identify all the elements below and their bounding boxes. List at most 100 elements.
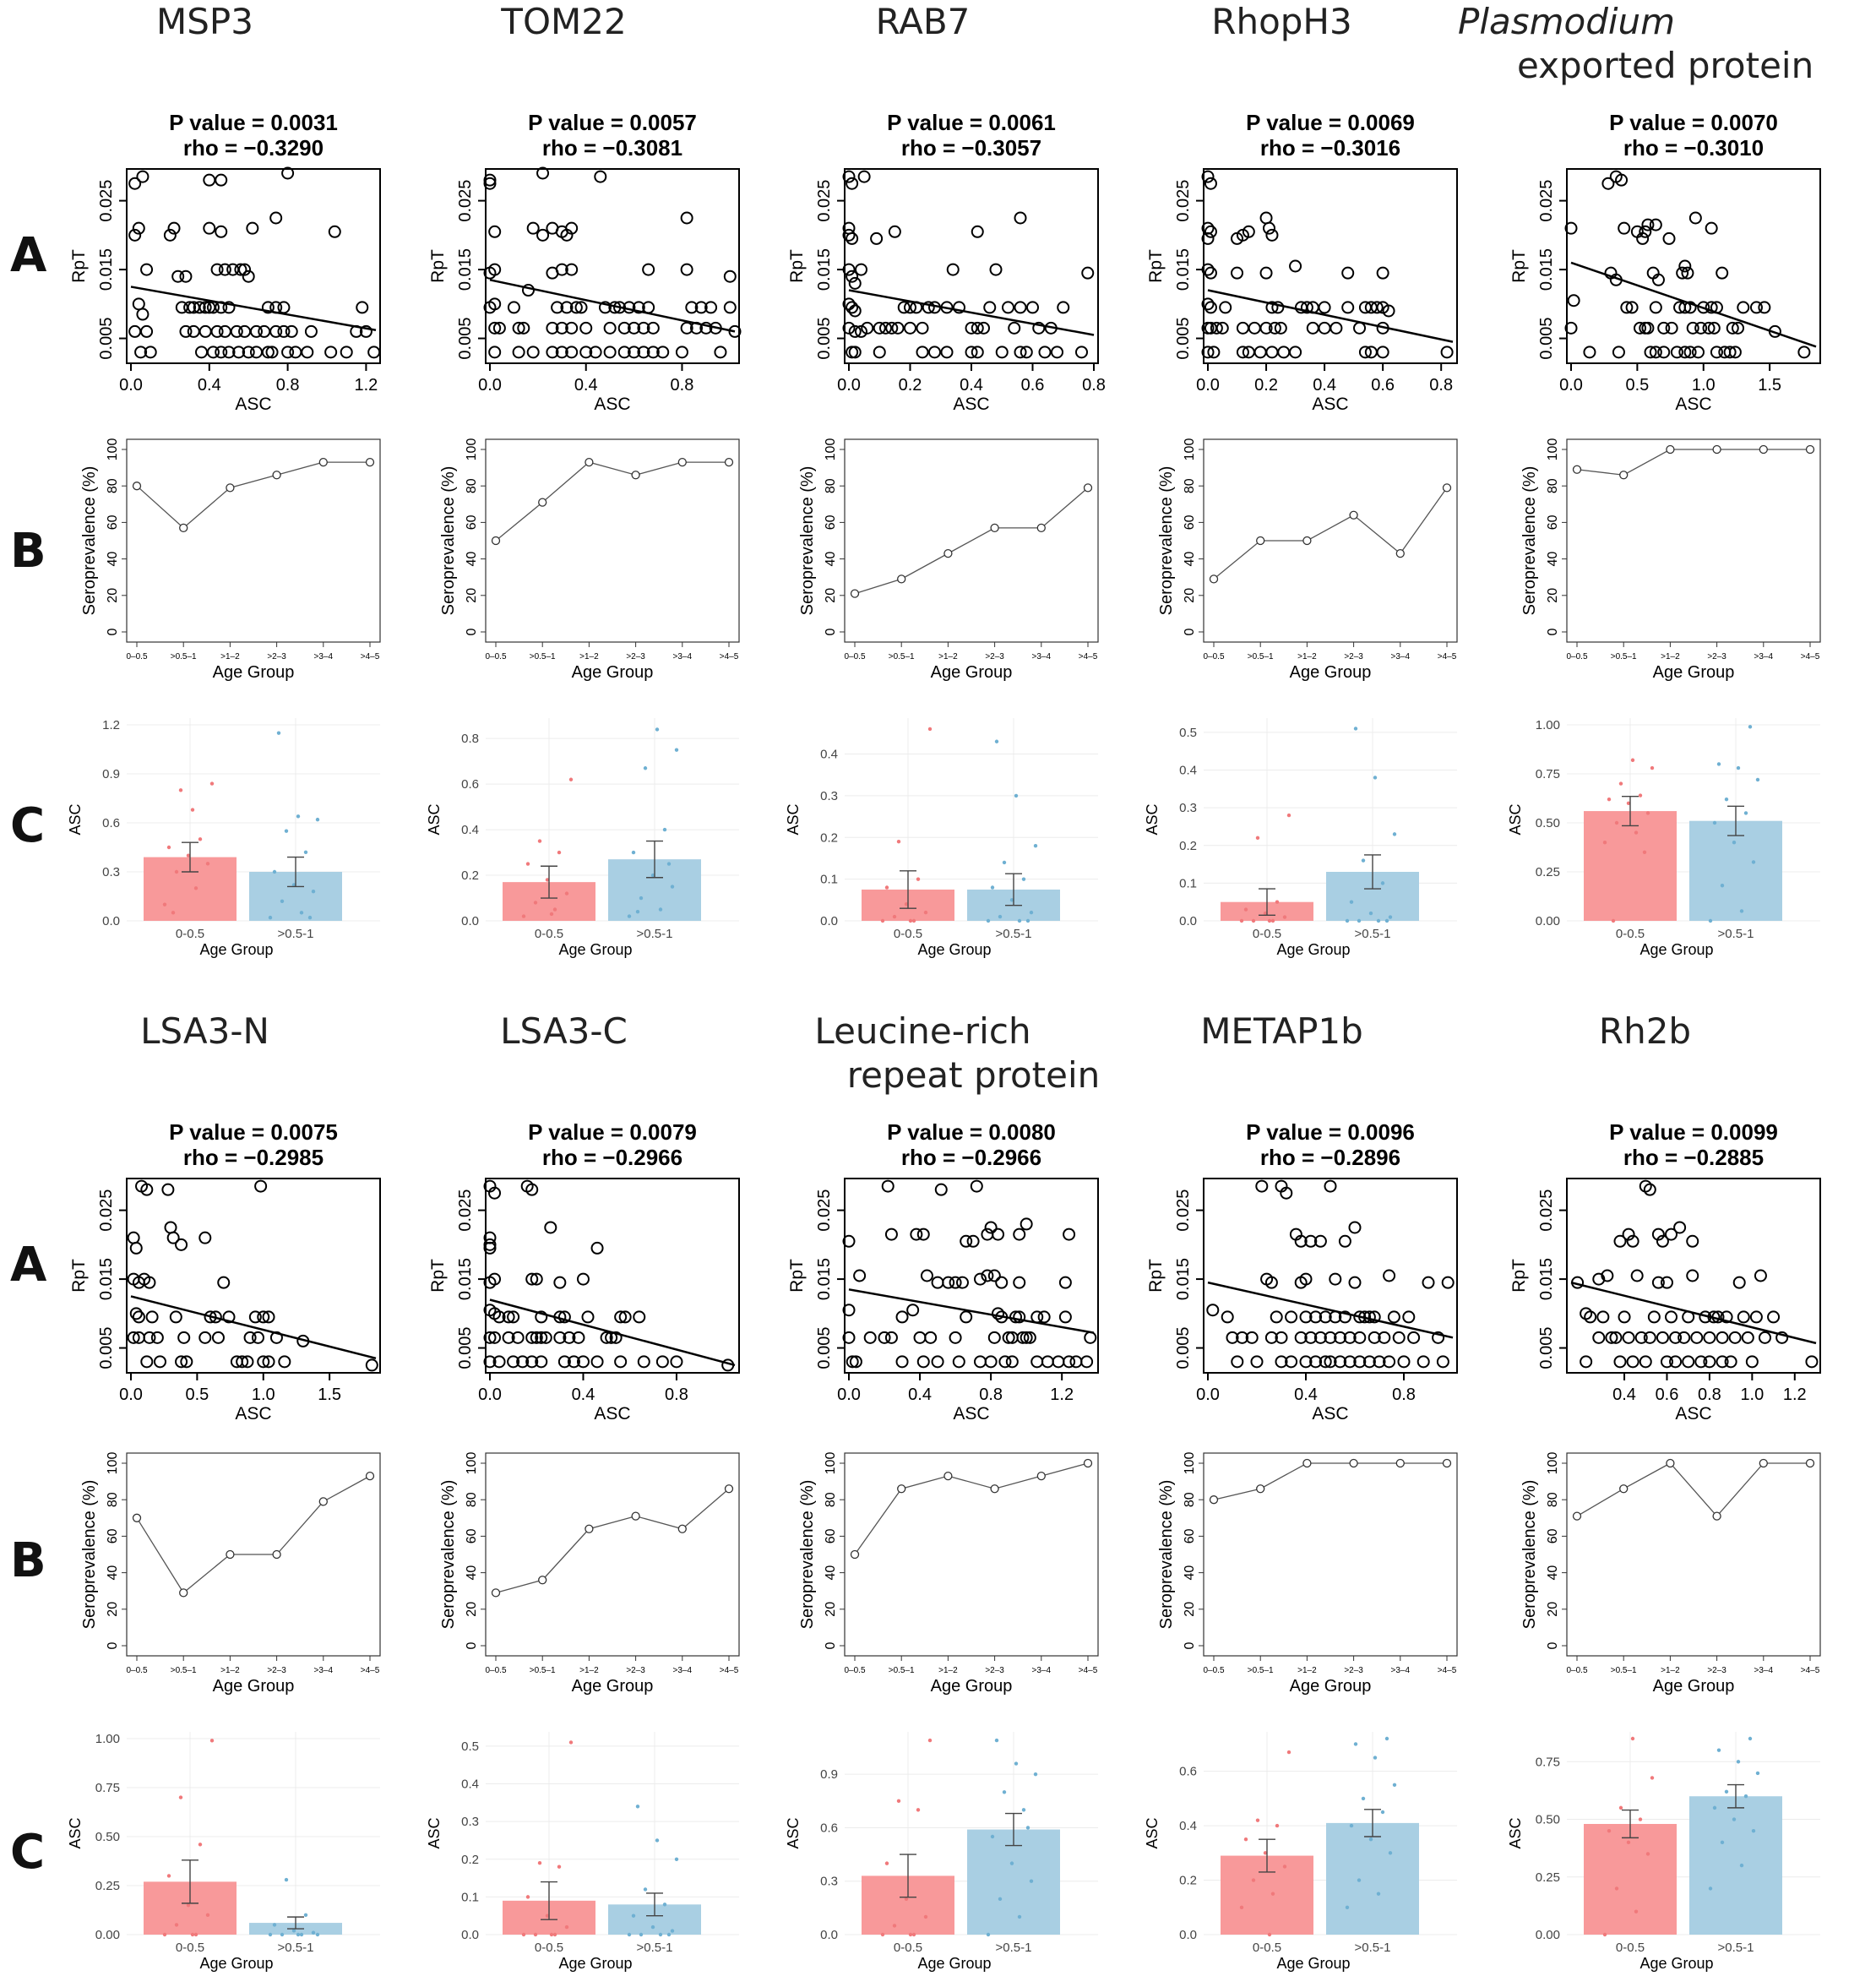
- scatter-point: [1665, 321, 1678, 335]
- p-value-text: P value = 0.0099: [1609, 1119, 1778, 1145]
- error-bar: [1005, 873, 1022, 906]
- jitter-point: [1275, 900, 1280, 904]
- seroprevalence-point: [1256, 1484, 1265, 1494]
- scatter-point: [1329, 1272, 1342, 1286]
- scatter-frame: [485, 168, 740, 364]
- line-frame: [1203, 1452, 1458, 1657]
- x-tick-label: >2–3: [267, 652, 286, 661]
- scatter-point: [1299, 1272, 1313, 1286]
- scatter-point: [924, 1331, 938, 1344]
- y-axis-label: ASC: [1507, 803, 1524, 835]
- p-value-text: P value = 0.0070: [1609, 110, 1778, 135]
- y-tick-label: 80: [1183, 1492, 1197, 1507]
- x-tick-label: >1–2: [1297, 652, 1317, 661]
- regression-line: [130, 1295, 377, 1359]
- scatter-point: [1676, 266, 1689, 280]
- asc-bar-plot: 0.00 0.25 0.50 0.75 1.00 0-0.5 >0.5-1 Age Group…: [1507, 718, 1820, 958]
- scatter-point: [1397, 1355, 1411, 1369]
- scatter-point: [1319, 1355, 1332, 1369]
- scatter-point: [1643, 1331, 1656, 1344]
- y-tick-label: 0: [465, 1641, 479, 1649]
- x-tick-label: 0.5: [1625, 376, 1649, 395]
- scatter-point: [483, 1331, 497, 1344]
- seroprevalence-line: [1213, 1462, 1447, 1500]
- jitter-point: [533, 1932, 538, 1937]
- scatter-frame: [1203, 1178, 1458, 1374]
- jitter-point: [1708, 918, 1713, 923]
- scatter-point: [525, 1331, 539, 1344]
- scatter-point: [1289, 346, 1302, 359]
- x-tick-label: >3–4: [1754, 1666, 1774, 1675]
- x-tick-label: 0.0: [478, 376, 502, 395]
- scatter-point: [277, 324, 291, 338]
- y-tick-label: 0.005: [456, 318, 475, 360]
- y-tick-label: 0.0: [820, 1928, 838, 1942]
- x-tick-label: >1–2: [579, 1666, 599, 1675]
- scatter-point: [1264, 1331, 1278, 1344]
- scatter-point: [1716, 266, 1729, 280]
- scatter-point: [492, 1355, 506, 1369]
- x-tick-label: >2–3: [985, 652, 1004, 661]
- scatter-point: [637, 321, 650, 335]
- x-axis-label: ASC: [1675, 395, 1711, 414]
- scatter-frame: [1566, 168, 1821, 364]
- scatter-point: [1387, 1310, 1400, 1324]
- x-axis-label: Age Group: [572, 1677, 654, 1696]
- y-tick-label: 80: [106, 1492, 120, 1507]
- y-tick-label: 20: [465, 588, 479, 603]
- scatter-point: [940, 346, 954, 359]
- scatter-point: [516, 1355, 530, 1369]
- scatter-point: [628, 321, 641, 335]
- seroprevalence-point: [1442, 1458, 1452, 1468]
- x-tick-label: >2–3: [267, 1666, 286, 1675]
- jitter-point: [884, 885, 889, 890]
- scatter-point: [1639, 225, 1652, 238]
- jitter-point: [639, 896, 644, 901]
- y-tick-label: 0.2: [461, 1853, 479, 1867]
- error-bar: [1727, 1783, 1744, 1809]
- x-tick-label: 0–0.5: [1203, 1666, 1224, 1675]
- scatter-point: [842, 1234, 856, 1248]
- x-tick-label: 0–0.5: [1203, 652, 1224, 661]
- seroprevalence-plot: 0–0.5 >0.5–1 >1–2 >2–3 >3–4 >4–5 0 20 40 60 80 100 A…: [80, 1452, 381, 1696]
- jitter-point: [284, 829, 289, 833]
- scatter-point: [931, 1355, 944, 1369]
- seroprevalence-point: [1666, 1458, 1675, 1468]
- scatter-point: [210, 324, 224, 338]
- scatter-point: [198, 1331, 212, 1344]
- y-tick-label: 40: [824, 552, 838, 567]
- y-tick-label: 100: [1546, 1452, 1560, 1475]
- jitter-point: [1751, 860, 1756, 864]
- jitter-point: [166, 845, 171, 850]
- seroprevalence-point: [1666, 444, 1675, 455]
- y-tick-label: 60: [1546, 514, 1560, 530]
- y-axis-label: ASC: [785, 803, 802, 835]
- jitter-point: [291, 1929, 296, 1933]
- scatter-point: [1207, 346, 1221, 359]
- scatter-point: [1353, 1331, 1367, 1344]
- protein-title-line1: LSA3-C: [500, 1010, 628, 1052]
- scatter-point: [1373, 1355, 1386, 1369]
- scatter-point: [242, 346, 255, 359]
- scatter-point: [1767, 1310, 1781, 1324]
- scatter-point: [1008, 321, 1021, 335]
- scatter-point: [842, 321, 856, 335]
- x-axis-label: ASC: [953, 1404, 989, 1424]
- scatter-point: [1338, 1234, 1351, 1248]
- asc-bar-plot: 0.0 0.1 0.2 0.3 0.4 0.5 0-0.5 >0.5-1 Age Group AS…: [426, 1732, 739, 1972]
- x-tick-label: 0.4: [572, 1385, 595, 1404]
- regression-line: [1570, 1281, 1817, 1345]
- jitter-point: [904, 902, 909, 906]
- scatter-point: [1330, 321, 1343, 335]
- scatter-point: [246, 221, 259, 235]
- jitter-point: [1345, 918, 1350, 923]
- scatter-point: [535, 1310, 548, 1324]
- y-tick-label: 0.25: [95, 1879, 120, 1893]
- scatter-point: [873, 346, 886, 359]
- y-tick-label: 0.005: [1537, 318, 1556, 360]
- seroprevalence-point: [1256, 536, 1265, 546]
- jitter-point: [1614, 1886, 1619, 1891]
- scatter-point: [1634, 1331, 1648, 1344]
- y-axis-label: RpT: [787, 249, 807, 283]
- scatter-point: [257, 1355, 270, 1369]
